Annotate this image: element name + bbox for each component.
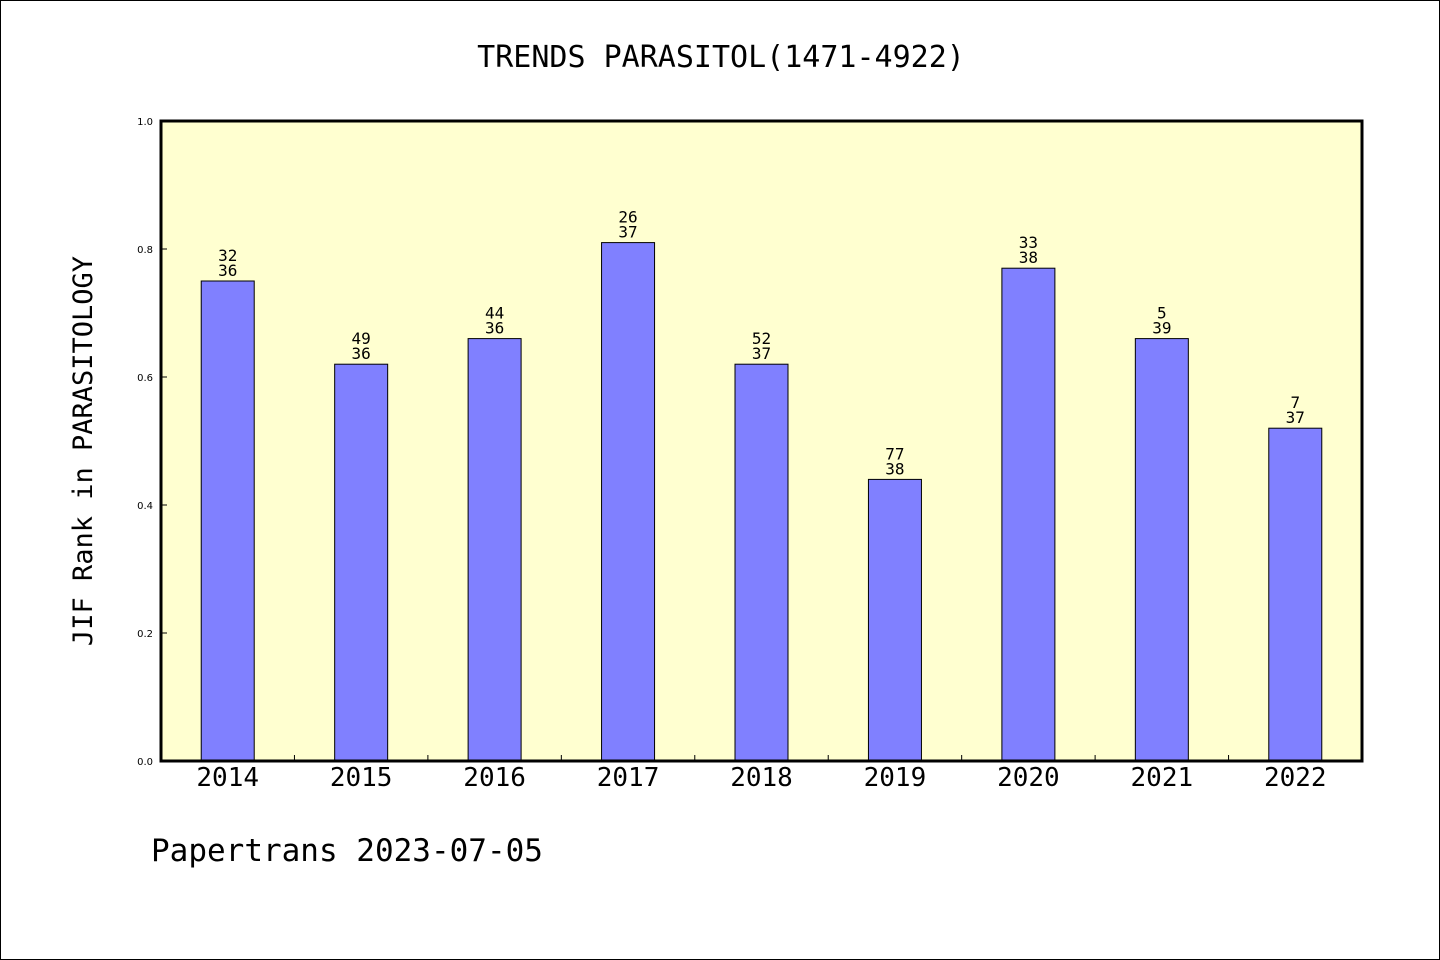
bar-2017 [601, 242, 656, 762]
y-tick-label: 1.0 [137, 117, 153, 128]
x-tick-label: 2016 [463, 763, 526, 793]
bar-2020 [1001, 267, 1056, 762]
bar-2019 [867, 478, 922, 762]
data-label-top: 33 [1019, 233, 1038, 252]
data-label-top: 32 [218, 246, 237, 265]
data-label-top: 44 [485, 304, 504, 323]
x-tick-label: 2017 [597, 763, 660, 793]
data-label-bottom: 38 [885, 459, 904, 478]
x-axis: 2014 2015 2016 2017 2018 2019 2020 2021 2022 [196, 755, 1327, 793]
data-label-top: 49 [352, 329, 371, 348]
y-tick-label: 0.2 [137, 629, 153, 640]
x-tick-label: 2021 [1131, 763, 1194, 793]
data-label-top: 7 [1290, 393, 1300, 412]
data-label-bottom: 36 [218, 261, 237, 280]
data-label-bottom: 36 [485, 319, 504, 338]
data-label-top: 5 [1157, 304, 1167, 323]
y-tick-label: 0.0 [137, 757, 153, 768]
data-label-top: 26 [618, 208, 637, 227]
bar-2018 [734, 363, 789, 762]
x-tick-label: 2022 [1264, 763, 1327, 793]
data-label-bottom: 37 [1286, 408, 1305, 427]
data-label-top: 77 [885, 444, 904, 463]
y-tick-label: 0.8 [137, 245, 153, 256]
x-tick-label: 2015 [330, 763, 393, 793]
bar-2015 [334, 363, 389, 762]
plot-border [159, 119, 1364, 763]
data-label-bottom: 39 [1152, 319, 1171, 338]
bar-2022 [1268, 427, 1323, 762]
x-tick-label: 2018 [730, 763, 793, 793]
bar-2014 [200, 280, 255, 762]
y-axis-label: JIF Rank in PARASITOLOGY [68, 256, 99, 646]
data-label-bottom: 37 [618, 223, 637, 242]
data-label-bottom: 38 [1019, 248, 1038, 267]
data-label-bottom: 37 [752, 344, 771, 363]
x-tick-label: 2020 [997, 763, 1060, 793]
bars-layer [200, 242, 1323, 762]
y-tick-label: 0.4 [137, 501, 153, 512]
data-label-bottom: 36 [352, 344, 371, 363]
footer-text: Papertrans 2023-07-05 [151, 833, 543, 869]
x-tick-label: 2014 [196, 763, 259, 793]
data-label-top: 52 [752, 329, 771, 348]
bar-2016 [467, 338, 522, 762]
y-tick-label: 0.6 [137, 373, 153, 384]
x-tick-label: 2019 [864, 763, 927, 793]
bar-2021 [1134, 338, 1189, 762]
chart-title: TRENDS PARASITOL(1471-4922) [477, 40, 965, 75]
